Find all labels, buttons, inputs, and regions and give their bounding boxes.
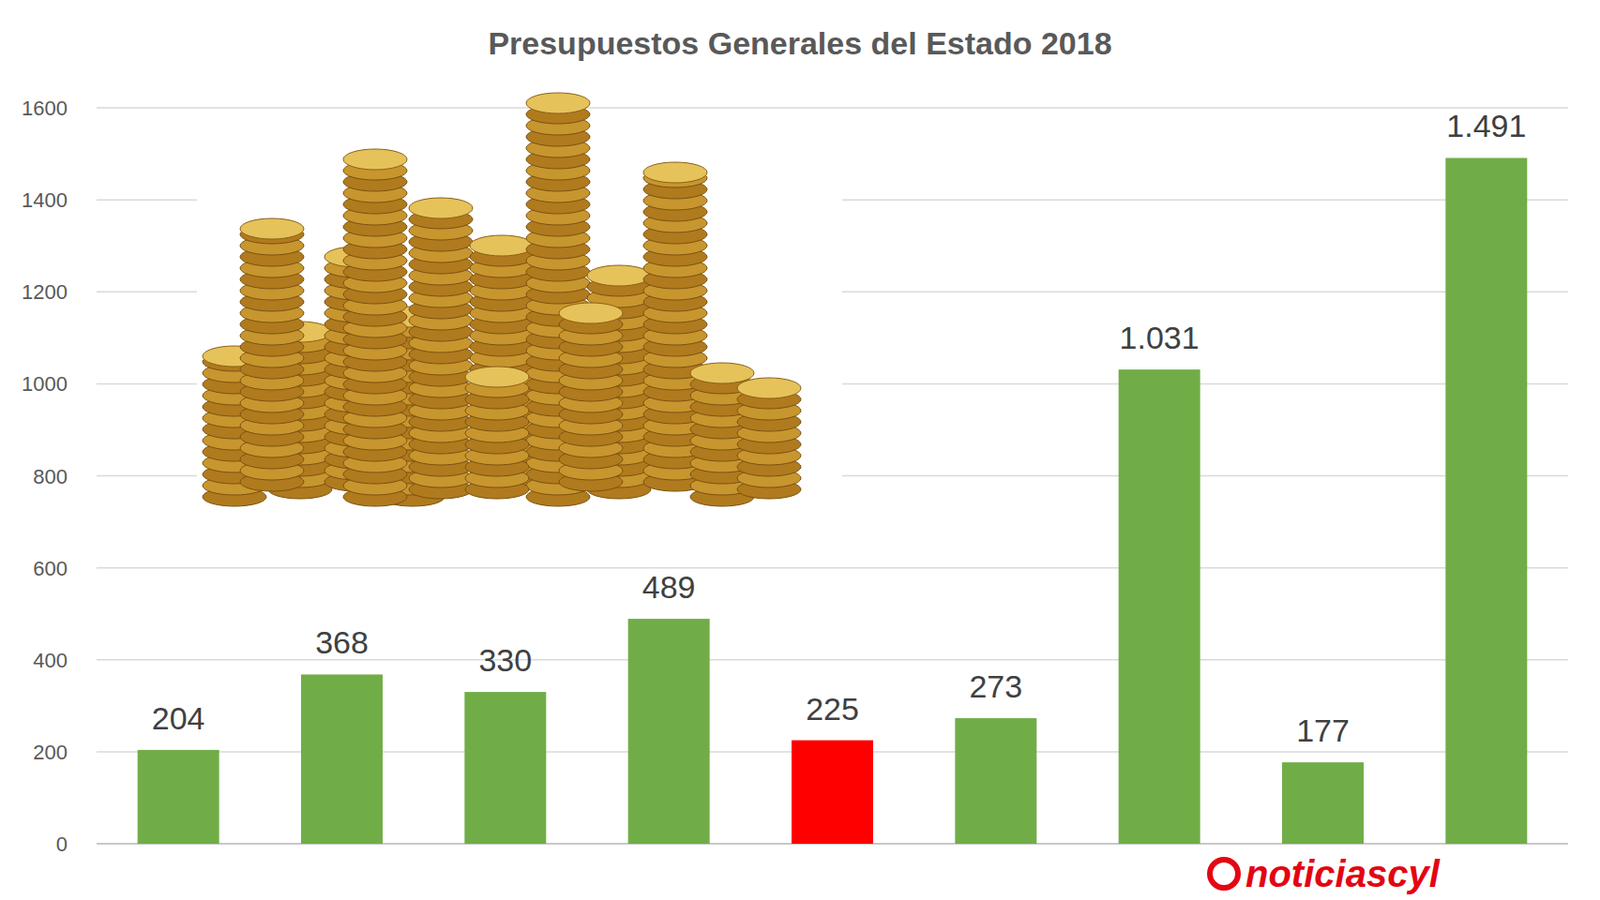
coin-top: [558, 302, 623, 324]
y-tick-label: 1600: [21, 96, 68, 121]
bar: [1118, 369, 1201, 845]
title: Presupuestos Generales del Estado 2018: [487, 25, 1112, 61]
data-label: 225: [805, 691, 860, 727]
data-label: 1.031: [1119, 319, 1200, 356]
data-label: 1.491: [1446, 107, 1526, 144]
data-label: 330: [478, 642, 532, 679]
data-label: 204: [151, 700, 206, 737]
y-tick-label: 800: [32, 465, 68, 489]
data-label: 489: [642, 569, 696, 605]
coin-top: [408, 197, 473, 219]
y-tick-label: 1000: [21, 372, 68, 396]
y-tick-label: 0: [56, 832, 68, 857]
coin-top: [465, 366, 529, 388]
logo-icon: [1209, 860, 1238, 889]
bars: [137, 157, 1528, 845]
image-background: [196, 145, 843, 509]
coin-top: [587, 265, 651, 287]
grid-line: [96, 567, 1569, 570]
bar: [628, 618, 710, 845]
y-tick-label: 600: [32, 557, 68, 581]
coin-top: [526, 92, 590, 114]
data-label: 273: [968, 668, 1023, 705]
bar: [301, 674, 383, 845]
bar: [1282, 762, 1364, 845]
coin-top: [343, 149, 408, 170]
y-tick-label: 1400: [21, 188, 68, 212]
bar: [464, 692, 546, 845]
bar: [954, 718, 1037, 845]
background: [0, 0, 1600, 900]
logo: noticiascyl: [1209, 853, 1441, 895]
grid-line: [96, 106, 1569, 109]
y-tick-label: 400: [32, 649, 68, 673]
y-tick-label: 1200: [21, 280, 68, 304]
coin-top: [240, 218, 304, 240]
data-label: 368: [315, 624, 369, 661]
coin-top: [737, 377, 801, 399]
coin-top: [469, 235, 534, 257]
bar: [791, 740, 874, 845]
bar: [1445, 157, 1527, 845]
coin-top: [690, 362, 755, 384]
chart: Presupuestos Generales del Estado 2018 0 2…: [0, 0, 1600, 900]
data-label: 177: [1296, 712, 1350, 749]
coin-top: [643, 162, 708, 183]
bar: [137, 750, 220, 845]
logo-text: noticiascyl: [1245, 853, 1441, 895]
coins-image: [196, 92, 843, 509]
y-tick-label: 200: [32, 740, 68, 765]
